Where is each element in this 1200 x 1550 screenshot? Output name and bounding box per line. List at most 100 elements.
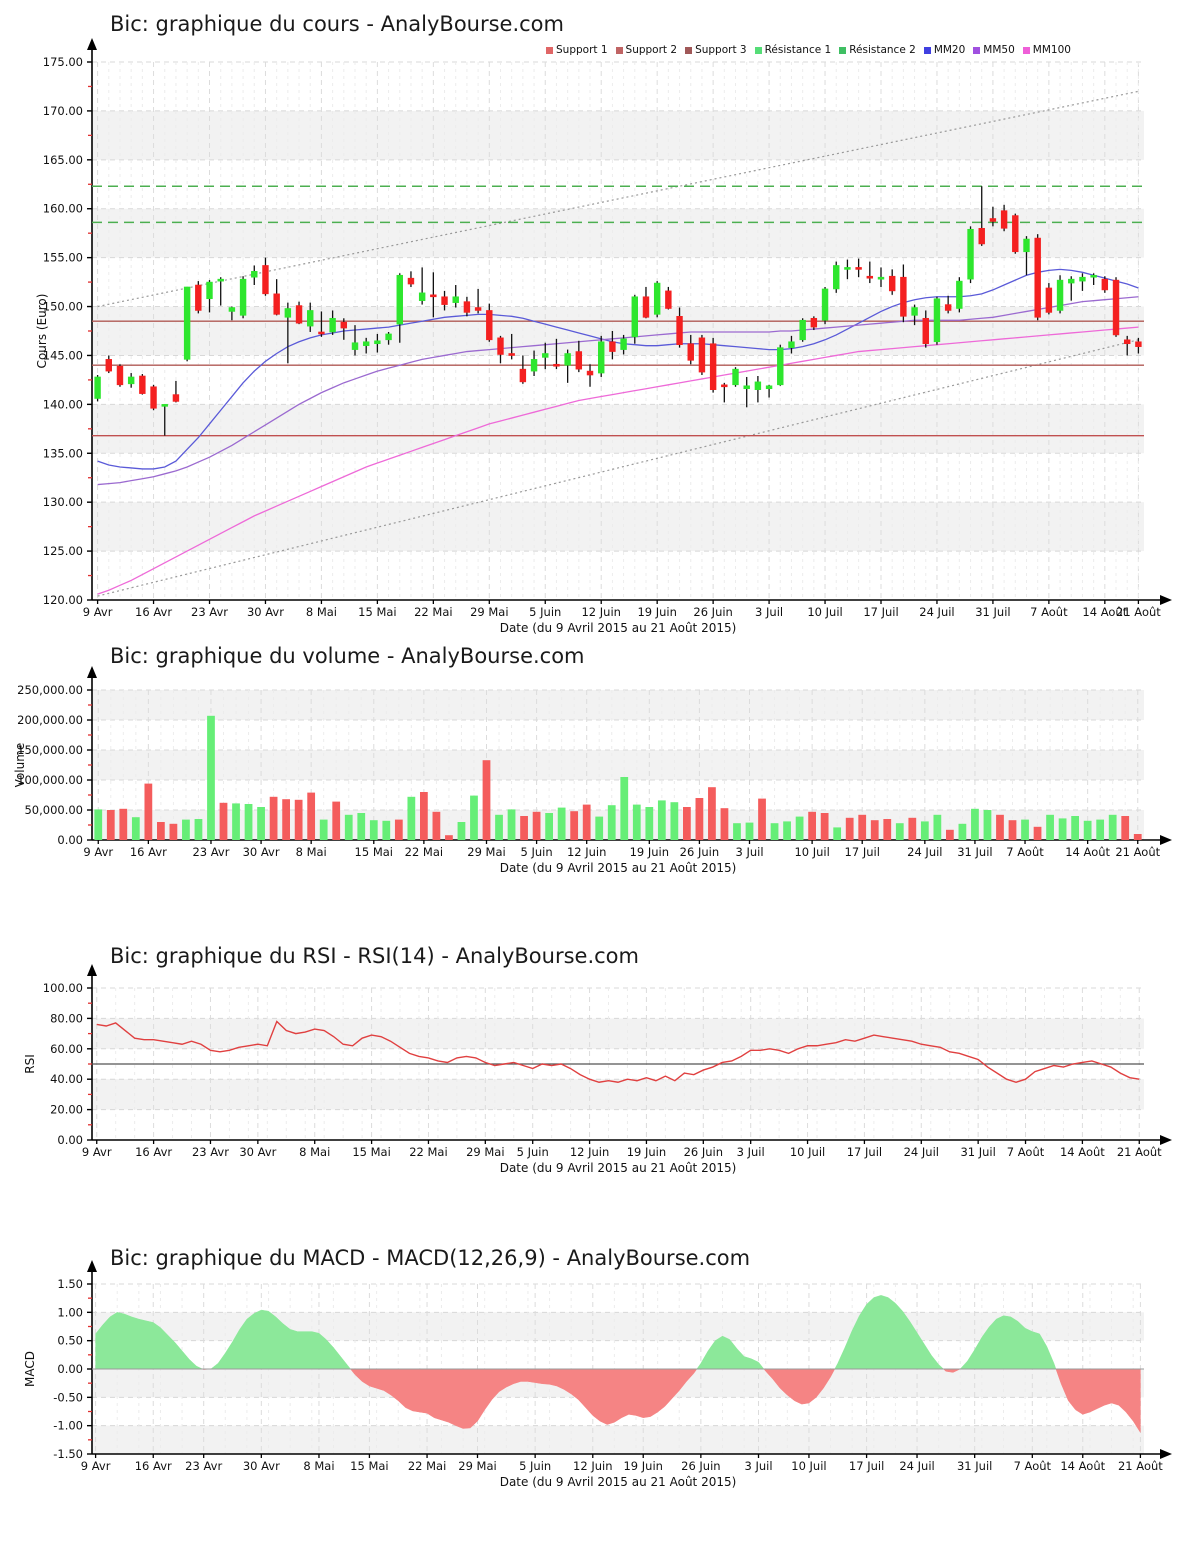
candlestick-body [575, 351, 583, 370]
legend-swatch-icon [615, 46, 623, 54]
y-axis-tick-label: 50,000.00 [24, 803, 83, 817]
x-axis-arrow-icon [1160, 835, 1172, 845]
candlestick-body [441, 296, 448, 305]
price-chart-title: Bic: graphique du cours - AnalyBourse.co… [110, 12, 564, 36]
volume-bar [670, 802, 679, 840]
candlestick-body [1056, 279, 1064, 311]
volume-bar [457, 822, 466, 840]
candlestick-body [150, 386, 157, 409]
x-axis-tick-label: 5 Juin [517, 1145, 549, 1159]
x-axis-tick-label: 29 Mai [458, 1459, 496, 1473]
volume-bar [858, 814, 867, 840]
price-chart-legend: Support 1 Support 2 Support 3 Résistance 1 R… [546, 44, 1075, 56]
x-axis-tick-label: 23 Avr [192, 1145, 229, 1159]
macd-positive-area [95, 1312, 203, 1370]
mm100-line [97, 326, 1139, 595]
volume-bar [570, 811, 579, 840]
candlestick-body [888, 275, 896, 292]
candlestick-body [1101, 278, 1109, 291]
x-axis-title: Date (du 9 Avril 2015 au 21 Août 2015) [500, 1161, 737, 1175]
candlestick-body [721, 384, 728, 388]
volume-bar [532, 811, 541, 840]
x-axis-tick-label: 14 Août [1060, 1145, 1105, 1159]
x-axis-tick-label: 7 Août [1006, 845, 1044, 859]
trend-channel-line [97, 339, 1139, 597]
legend-swatch-icon [973, 46, 981, 54]
legend-item-r-sistance-2: Résistance 2 [839, 44, 916, 56]
legend-item-support-3: Support 3 [685, 44, 747, 56]
volume-bar [94, 809, 103, 840]
y-axis-tick-label: 60.00 [50, 1042, 83, 1056]
x-axis-tick-label: 30 Avr [243, 1459, 280, 1473]
volume-bar [883, 819, 892, 840]
volume-bar [156, 822, 165, 840]
x-axis-tick-label: 3 Juil [735, 845, 763, 859]
x-axis-tick-label: 16 Avr [135, 1145, 172, 1159]
x-axis-tick-label: 5 Juin [521, 845, 553, 859]
x-axis-tick-label: 30 Avr [243, 845, 280, 859]
x-axis-tick-label: 3 Juil [737, 1145, 765, 1159]
x-axis-tick-label: 19 Juin [637, 605, 676, 619]
legend-label: Support 1 [556, 44, 608, 56]
volume-bar [557, 807, 566, 840]
x-axis-tick-label: 26 Juin [681, 1459, 720, 1473]
y-axis-tick-label: 170.00 [43, 104, 83, 118]
x-axis-tick-label: 23 Avr [192, 845, 229, 859]
volume-bar [332, 801, 341, 840]
volume-bar [745, 822, 754, 840]
x-axis-tick-label: 17 Juil [849, 1459, 884, 1473]
x-axis-tick-label: 22 Mai [408, 1459, 446, 1473]
candlestick-body [1034, 237, 1041, 318]
volume-bar [344, 814, 353, 840]
x-axis-tick-label: 8 Mai [306, 605, 337, 619]
y-axis-title: MACD [23, 1351, 37, 1387]
plot-band [92, 1079, 1144, 1110]
legend-item-r-sistance-1: Résistance 1 [754, 44, 831, 56]
volume-bar [708, 787, 716, 840]
x-axis-tick-label: 29 Mai [470, 605, 508, 619]
volume-bar [445, 835, 453, 840]
candlestick-body [497, 337, 504, 355]
candlestick-body [374, 340, 381, 345]
macd-positive-area [696, 1335, 765, 1370]
volume-bar [182, 819, 190, 840]
candlestick-body [396, 274, 403, 325]
x-axis-arrow-icon [1160, 1449, 1172, 1459]
volume-chart-title: Bic: graphique du volume - AnalyBourse.c… [110, 644, 585, 668]
volume-bar [545, 813, 554, 840]
x-axis-tick-label: 5 Juin [529, 605, 561, 619]
x-axis-tick-label: 30 Avr [239, 1145, 276, 1159]
y-axis-tick-label: 20.00 [50, 1103, 83, 1117]
candlestick-body [116, 365, 124, 386]
candlestick-body [799, 319, 806, 341]
volume-bar [1021, 819, 1029, 840]
macd-chart-canvas: -1.50 -1.00 -0.50 0.00 0.50 1.00 1.50 9 Avr 16 A… [23, 1260, 1172, 1489]
candlestick-body [564, 353, 571, 366]
x-axis-tick-label: 15 Mai [350, 1459, 388, 1473]
volume-bar [645, 807, 654, 840]
plot-band [92, 502, 1144, 552]
volume-bar [1033, 826, 1042, 840]
x-axis-tick-label: 26 Juin [680, 845, 719, 859]
plot-band [92, 110, 1144, 160]
y-axis-tick-label: 135.00 [43, 446, 83, 460]
candlestick-body [631, 296, 638, 338]
volume-bar [319, 819, 328, 840]
volume-bar [996, 814, 1004, 840]
volume-bar [495, 814, 503, 840]
y-axis-arrow-icon [87, 666, 97, 678]
candlestick-body [944, 304, 952, 311]
candlestick-body [967, 228, 974, 280]
rsi-chart-panel: Bic: graphique du RSI - RSI(14) - AnalyB… [0, 940, 1200, 1240]
candlestick-body [228, 307, 236, 312]
legend-label: Support 3 [695, 44, 747, 56]
candlestick-body [542, 353, 549, 358]
volume-bar [1096, 819, 1105, 840]
y-axis-tick-label: 1.00 [57, 1305, 83, 1319]
y-axis-tick-label: 100,000.00 [17, 773, 83, 787]
candlestick-body [486, 310, 493, 341]
volume-bar [407, 796, 416, 840]
x-axis-tick-label: 17 Juil [863, 605, 898, 619]
candlestick-body [810, 317, 818, 328]
candlestick-body [251, 271, 258, 278]
